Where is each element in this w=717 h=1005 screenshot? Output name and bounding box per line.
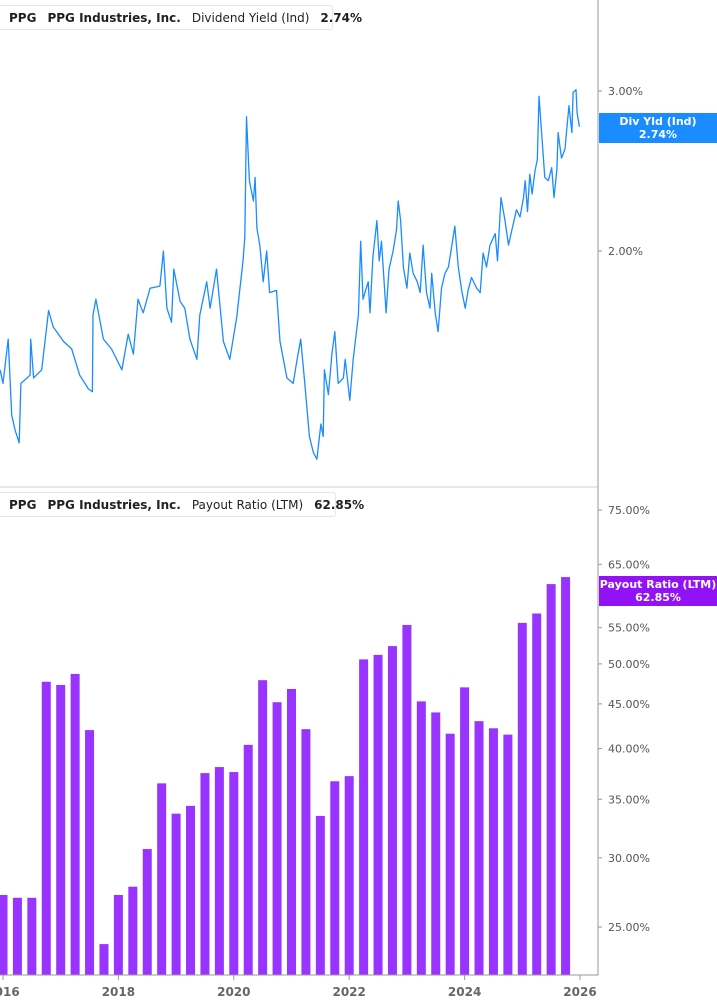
x-tick-label: 2020 [217,985,250,999]
x-tick-label: 2016 [0,985,20,999]
payout-bar [561,577,571,975]
payout-bar [488,728,498,975]
payout-bar [445,733,455,975]
legend-ticker: PPG [9,10,37,25]
y-tick-label: 65.00% [608,558,650,571]
payout-bar [402,624,412,975]
x-tick-label: 2026 [563,985,596,999]
payout-bar [344,776,354,975]
legend-company: PPG Industries, Inc. [47,497,181,512]
axes: 3.00% 2.00% 75.00% 65.00% 55.00% 50.00% 45.00%… [0,0,650,999]
y-tick-label: 45.00% [608,698,650,711]
payout-ratio-plot [0,577,571,975]
y-tick-label: 55.00% [608,622,650,635]
legend-metric: Dividend Yield (Ind) [191,10,310,25]
payout-bar [200,773,210,975]
legend-ticker: PPG [9,497,37,512]
payout-bar [70,673,80,975]
payout-bar [243,744,253,975]
payout-bar [171,813,181,975]
x-tick-label: 2018 [102,985,135,999]
payout-bar [431,712,441,975]
payout-ratio-value-tag: Payout Ratio (LTM) 62.85% [599,576,717,606]
legend-company: PPG Industries, Inc. [47,10,181,25]
dividend-yield-legend: PPG PPG Industries, Inc. Dividend Yield … [0,5,362,30]
y-tick-label: 75.00% [608,504,650,517]
payout-bar [359,659,369,975]
payout-bar [532,613,542,975]
payout-bar [272,702,282,975]
tag-label: Div Yld (Ind) [619,115,697,128]
payout-bar [214,767,224,975]
tag-label: Payout Ratio (LTM) [599,578,717,591]
y-tick-label: 3.00% [608,85,643,98]
payout-bar [301,729,311,975]
payout-bar [546,584,556,975]
dividend-yield-value-tag: Div Yld (Ind) 2.74% [599,113,717,143]
payout-bar [416,701,426,975]
y-tick-label: 30.00% [608,852,650,865]
payout-bar [503,734,513,975]
tag-value: 62.85% [635,591,681,604]
legend-value: 2.74% [320,10,363,25]
payout-bar [128,886,138,975]
y-tick-label: 35.00% [608,793,650,806]
payout-bar [99,944,109,975]
payout-ratio-legend: PPG PPG Industries, Inc. Payout Ratio (L… [0,492,364,517]
payout-bar [0,894,8,975]
payout-bar [113,894,123,975]
payout-bar [258,680,268,975]
payout-bar [157,783,167,975]
tag-value: 2.74% [638,128,678,141]
payout-bar [474,721,484,975]
payout-bar [85,730,95,975]
dividend-yield-plot [0,89,581,460]
payout-bar [186,805,196,975]
y-tick-label: 40.00% [608,743,650,756]
y-tick-label: 2.00% [608,245,643,258]
payout-bar [56,684,66,975]
legend-value: 62.85% [314,497,365,512]
x-tick-label: 2022 [332,985,365,999]
payout-bar [315,815,325,975]
payout-bar [12,897,22,975]
payout-bar [460,687,470,975]
payout-bar [517,622,527,975]
y-tick-label: 50.00% [608,658,650,671]
x-tick-label: 2024 [448,985,481,999]
legend-metric: Payout Ratio (LTM) [191,497,304,512]
payout-bar [387,646,397,975]
payout-bar [229,772,239,975]
y-tick-label: 25.00% [608,921,650,934]
payout-bar [330,781,340,975]
payout-bar [41,681,51,975]
payout-bar [373,654,383,975]
payout-bar [142,849,152,975]
payout-bar [287,689,296,975]
dividend-yield-line [0,89,581,460]
payout-bar [27,897,37,975]
